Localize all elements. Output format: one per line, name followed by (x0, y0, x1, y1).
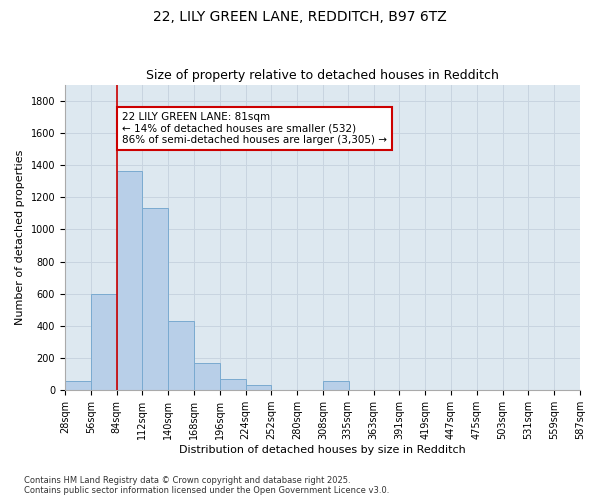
Bar (245, 384, 271, 390)
Text: Contains HM Land Registry data © Crown copyright and database right 2025.
Contai: Contains HM Land Registry data © Crown c… (24, 476, 389, 495)
Bar (194, 363, 220, 390)
Bar (220, 379, 245, 390)
Y-axis label: Number of detached properties: Number of detached properties (15, 150, 25, 325)
Title: Size of property relative to detached houses in Redditch: Size of property relative to detached ho… (146, 69, 499, 82)
Text: 22, LILY GREEN LANE, REDDITCH, B97 6TZ: 22, LILY GREEN LANE, REDDITCH, B97 6TZ (153, 10, 447, 24)
Bar (65, 380, 91, 390)
Bar (323, 380, 349, 390)
X-axis label: Distribution of detached houses by size in Redditch: Distribution of detached houses by size … (179, 445, 466, 455)
Bar (142, 208, 168, 390)
Bar (168, 321, 194, 390)
Bar (116, 172, 142, 390)
Bar (91, 294, 116, 390)
Text: 22 LILY GREEN LANE: 81sqm
← 14% of detached houses are smaller (532)
86% of semi: 22 LILY GREEN LANE: 81sqm ← 14% of detac… (122, 112, 387, 145)
